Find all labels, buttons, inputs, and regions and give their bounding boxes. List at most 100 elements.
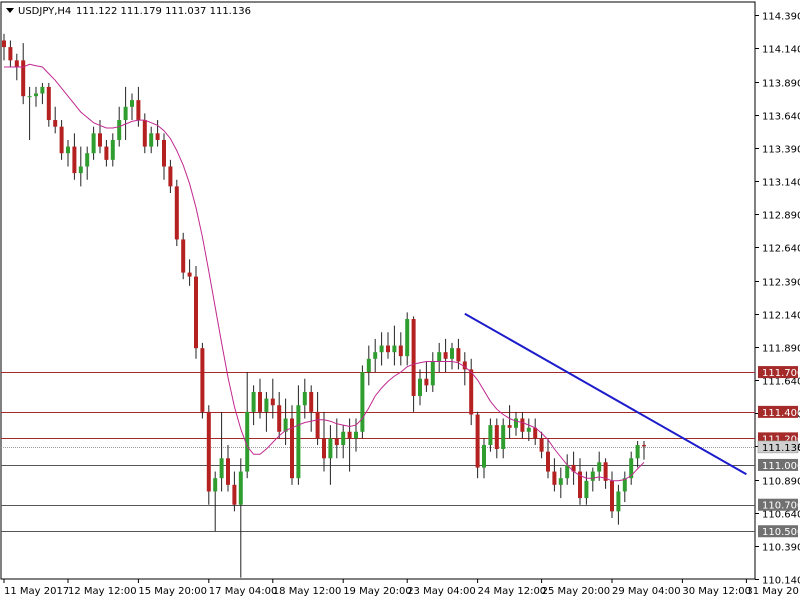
y-tick-label: 112.890 bbox=[762, 211, 800, 222]
y-tick-label: 113.140 bbox=[762, 178, 800, 189]
level-label-box bbox=[758, 458, 798, 471]
bullish-candle bbox=[635, 445, 640, 459]
bearish-candle bbox=[168, 166, 173, 187]
level-label-text: 111.000 bbox=[762, 461, 800, 472]
bullish-candle bbox=[117, 120, 122, 140]
y-tick-label: 113.390 bbox=[762, 145, 800, 156]
bullish-candle bbox=[366, 358, 371, 373]
level-label-box bbox=[758, 525, 798, 538]
bullish-candle bbox=[590, 471, 595, 481]
bullish-candle bbox=[149, 133, 154, 147]
bearish-candle bbox=[258, 391, 262, 412]
y-tick-label: 112.640 bbox=[762, 244, 800, 255]
bearish-candle bbox=[174, 186, 179, 240]
bullish-candle bbox=[488, 425, 493, 446]
bearish-candle bbox=[610, 480, 614, 512]
bearish-candle bbox=[443, 352, 448, 359]
bearish-candle bbox=[462, 361, 467, 370]
bearish-candle bbox=[642, 445, 646, 447]
horizontal-levels bbox=[1, 372, 755, 532]
y-tick-label: 111.890 bbox=[762, 344, 800, 355]
bearish-candle bbox=[386, 345, 390, 353]
x-tick-label: 25 May 20:00 bbox=[542, 586, 611, 597]
bearish-candle bbox=[8, 47, 13, 61]
level-label-text: 110.500 bbox=[762, 527, 800, 538]
bearish-candle bbox=[142, 120, 147, 147]
bullish-candle bbox=[264, 398, 269, 412]
bearish-candle bbox=[334, 438, 339, 446]
bullish-candle bbox=[328, 438, 333, 459]
trendline bbox=[464, 312, 747, 476]
level-label-box bbox=[758, 366, 798, 379]
bearish-candle bbox=[187, 272, 192, 277]
bearish-candle bbox=[603, 462, 608, 481]
bullish-candle bbox=[584, 480, 589, 499]
bullish-candle bbox=[597, 462, 602, 472]
bullish-candle bbox=[622, 478, 627, 492]
bearish-candle bbox=[46, 86, 51, 121]
chart-ohlc: 111.122 111.179 111.037 111.136 bbox=[76, 6, 251, 17]
bullish-candle bbox=[392, 345, 397, 353]
bullish-candle bbox=[360, 372, 365, 432]
trendline-layer bbox=[464, 312, 747, 476]
bullish-candle bbox=[373, 352, 378, 359]
bearish-candle bbox=[578, 471, 582, 499]
y-tick-label: 114.390 bbox=[762, 12, 800, 23]
bearish-candle bbox=[533, 427, 538, 439]
bullish-candle bbox=[430, 361, 435, 386]
bullish-candle bbox=[85, 153, 90, 167]
bullish-candle bbox=[437, 352, 442, 362]
bullish-candle bbox=[501, 425, 506, 450]
level-label-box bbox=[758, 405, 798, 418]
level-label-text: 111.400 bbox=[762, 408, 800, 419]
bullish-candle bbox=[629, 458, 634, 479]
y-tick-label: 110.640 bbox=[762, 510, 800, 521]
bullish-candle bbox=[418, 378, 422, 396]
bullish-candle bbox=[219, 458, 224, 479]
y-tick-label: 113.890 bbox=[762, 79, 800, 90]
bullish-candle bbox=[130, 100, 134, 107]
bullish-candle bbox=[405, 319, 410, 357]
moving-average-line bbox=[4, 63, 645, 482]
bearish-candle bbox=[552, 471, 557, 485]
y-tick-label: 112.390 bbox=[762, 278, 800, 289]
bullish-candle bbox=[27, 96, 32, 98]
bearish-candle bbox=[475, 414, 480, 468]
bearish-candle bbox=[162, 139, 166, 167]
bearish-candle bbox=[456, 348, 461, 362]
bullish-candle bbox=[40, 86, 45, 94]
current-price-label: 111.136 bbox=[762, 443, 800, 454]
bearish-candle bbox=[14, 60, 19, 67]
bullish-candle bbox=[565, 464, 570, 479]
x-tick-label: 29 May 04:00 bbox=[612, 586, 681, 597]
dropdown-arrow-icon[interactable] bbox=[6, 8, 14, 13]
level-label-text: 111.200 bbox=[762, 434, 800, 445]
candles-layer bbox=[2, 33, 646, 578]
bearish-candle bbox=[309, 391, 314, 412]
bullish-candle bbox=[526, 427, 531, 432]
x-tick-label: 24 May 12:00 bbox=[478, 586, 547, 597]
bearish-candle bbox=[104, 146, 109, 160]
bearish-candle bbox=[72, 146, 77, 174]
bullish-candle bbox=[379, 345, 384, 353]
bearish-candle bbox=[322, 438, 326, 459]
y-tick-label: 113.640 bbox=[762, 112, 800, 123]
bearish-candle bbox=[59, 126, 64, 154]
bullish-candle bbox=[482, 445, 486, 468]
moving-average-layer bbox=[4, 63, 645, 482]
bearish-candle bbox=[194, 276, 198, 349]
bearish-candle bbox=[539, 438, 544, 452]
y-tick-label: 114.140 bbox=[762, 45, 800, 56]
bullish-candle bbox=[558, 478, 563, 485]
bullish-candle bbox=[302, 391, 307, 406]
x-tick-label: 31 May 20:00 bbox=[746, 586, 800, 597]
bearish-candle bbox=[347, 431, 352, 439]
x-tick-label: 11 May 2017 bbox=[4, 586, 69, 597]
bearish-candle bbox=[181, 239, 186, 273]
bullish-candle bbox=[34, 93, 38, 97]
level-label-text: 111.700 bbox=[762, 368, 800, 379]
bullish-candle bbox=[341, 431, 346, 446]
bullish-candle bbox=[123, 106, 128, 121]
